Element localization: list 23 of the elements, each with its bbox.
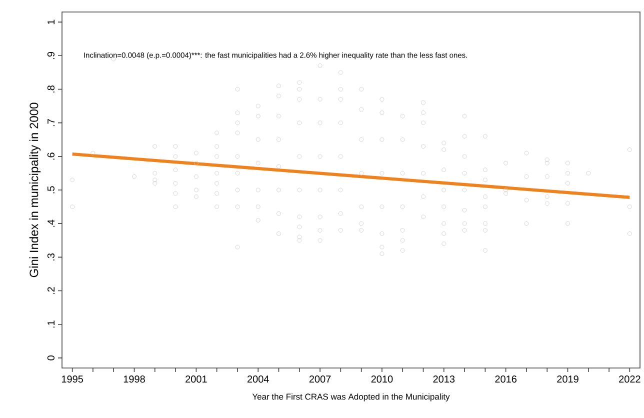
x-tick-label: 2001	[186, 376, 207, 383]
y-axis-title: Gini Index in municipality in 2000	[29, 102, 41, 278]
y-tick-label: .2	[48, 287, 54, 294]
y-tick-label: .6	[47, 152, 54, 160]
x-tick-label: 2022	[619, 376, 640, 383]
y-tick-label: .7	[48, 119, 54, 126]
y-tick-label: 0	[47, 356, 54, 360]
x-tick-label: 1998	[124, 376, 145, 383]
y-tick-label: .9	[47, 52, 54, 59]
y-tick-label: .1	[48, 320, 54, 328]
x-tick-label: 2004	[247, 376, 269, 383]
x-tick-label: 2016	[495, 376, 517, 383]
x-axis-title: Year the First CRAS was Adopted in the Municipality	[252, 393, 450, 402]
x-tick-label: 2010	[371, 376, 393, 383]
x-tick-label: 2013	[433, 376, 455, 383]
y-tick-label: .5	[48, 186, 54, 194]
y-tick-label: .8	[47, 86, 54, 93]
x-tick-label: 2007	[309, 376, 331, 383]
y-tick-label: .3	[47, 253, 54, 260]
y-tick-label: 1	[48, 20, 54, 24]
y-tick-label: .4	[48, 220, 54, 227]
x-tick-label: 2019	[557, 376, 578, 383]
x-tick-label: 1995	[62, 376, 84, 383]
